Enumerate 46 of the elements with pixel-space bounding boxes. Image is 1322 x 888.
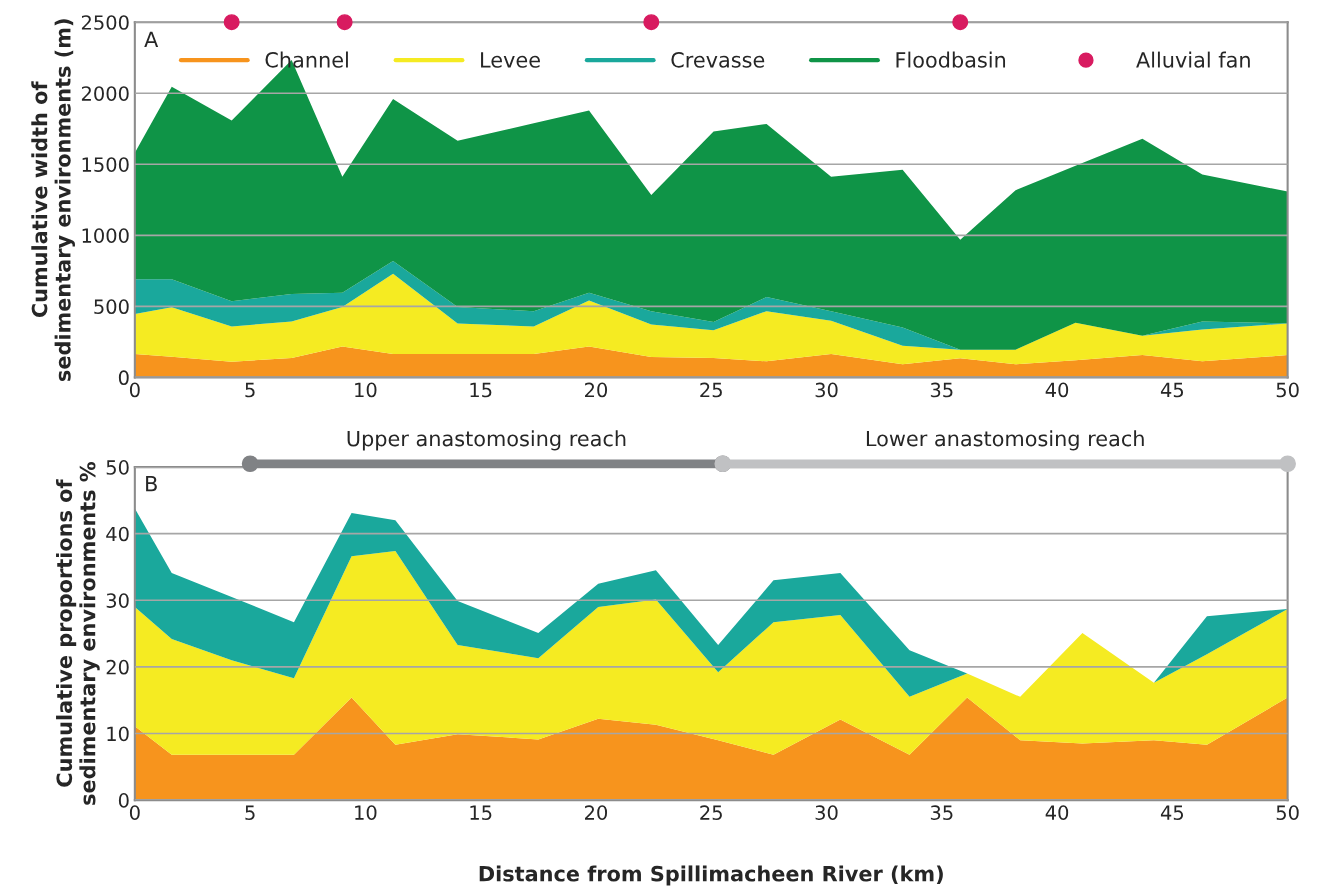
x-tick-label: 5 — [245, 805, 255, 820]
y-tick-label: 50 — [106, 460, 129, 475]
y-tick-label: 0 — [118, 370, 129, 386]
x-tick-label: 10 — [355, 382, 377, 398]
x-tick-label: 20 — [585, 805, 608, 820]
y-tick-label: 40 — [106, 526, 129, 542]
text: Upper anastomosing reach — [347, 430, 626, 451]
x-tick-label: 25 — [700, 382, 722, 398]
x-tick-label: 40 — [1045, 382, 1069, 398]
x-tick-label: 45 — [1160, 382, 1184, 398]
x-tick-label: 35 — [930, 805, 953, 820]
legend-label: Levee — [481, 52, 540, 68]
y-tick-label: 1000 — [82, 228, 129, 243]
legend-label: Alluvial fan — [1136, 51, 1250, 68]
x-tick-label: 50 — [1276, 805, 1299, 820]
legend-label: Crevasse — [671, 51, 765, 68]
y-axis-title: Cumulative proportions of sedimentary environments % — [56, 461, 100, 805]
y-tick-label: 1500 — [82, 157, 129, 172]
x-tick-label: 50 — [1276, 382, 1299, 398]
annotation: B — [146, 476, 157, 492]
x-tick-label: 20 — [585, 382, 608, 398]
y-tick-label: 2500 — [81, 15, 129, 30]
annotation: A — [144, 31, 159, 47]
x-tick-label: 10 — [355, 805, 377, 820]
x-tick-label: 35 — [930, 382, 953, 398]
y-tick-label: 2000 — [81, 86, 129, 101]
y-axis-title: Cumulative width of sedimentary environments (m) — [31, 19, 75, 381]
x-tick-label: 30 — [815, 382, 838, 398]
y-tick-label: 500 — [94, 299, 129, 315]
x-tick-label: 15 — [470, 805, 492, 820]
text: Lower anastomosing reach — [866, 430, 1144, 451]
x-tick-label: 45 — [1160, 805, 1184, 820]
legend-label: Channel — [265, 51, 348, 68]
x-tick-label: 15 — [470, 382, 492, 398]
y-tick-label: 0 — [118, 793, 129, 808]
x-tick-label: 0 — [129, 382, 140, 398]
x-tick-label: 30 — [815, 805, 838, 820]
x-axis-title: Distance from Spillimacheen River (km) — [479, 865, 943, 886]
y-tick-label: 30 — [106, 593, 129, 608]
x-tick-label: 0 — [129, 805, 140, 820]
y-tick-label: 20 — [106, 659, 129, 675]
x-tick-label: 25 — [700, 805, 722, 820]
y-tick-label: 10 — [107, 726, 129, 742]
x-tick-label: 40 — [1045, 805, 1069, 820]
legend-label: Floodbasin — [896, 51, 1006, 68]
x-tick-label: 5 — [245, 382, 255, 398]
